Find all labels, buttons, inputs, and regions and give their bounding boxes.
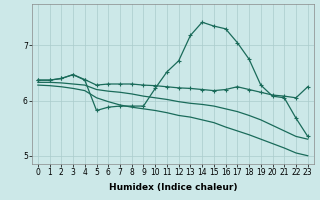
X-axis label: Humidex (Indice chaleur): Humidex (Indice chaleur) (108, 183, 237, 192)
